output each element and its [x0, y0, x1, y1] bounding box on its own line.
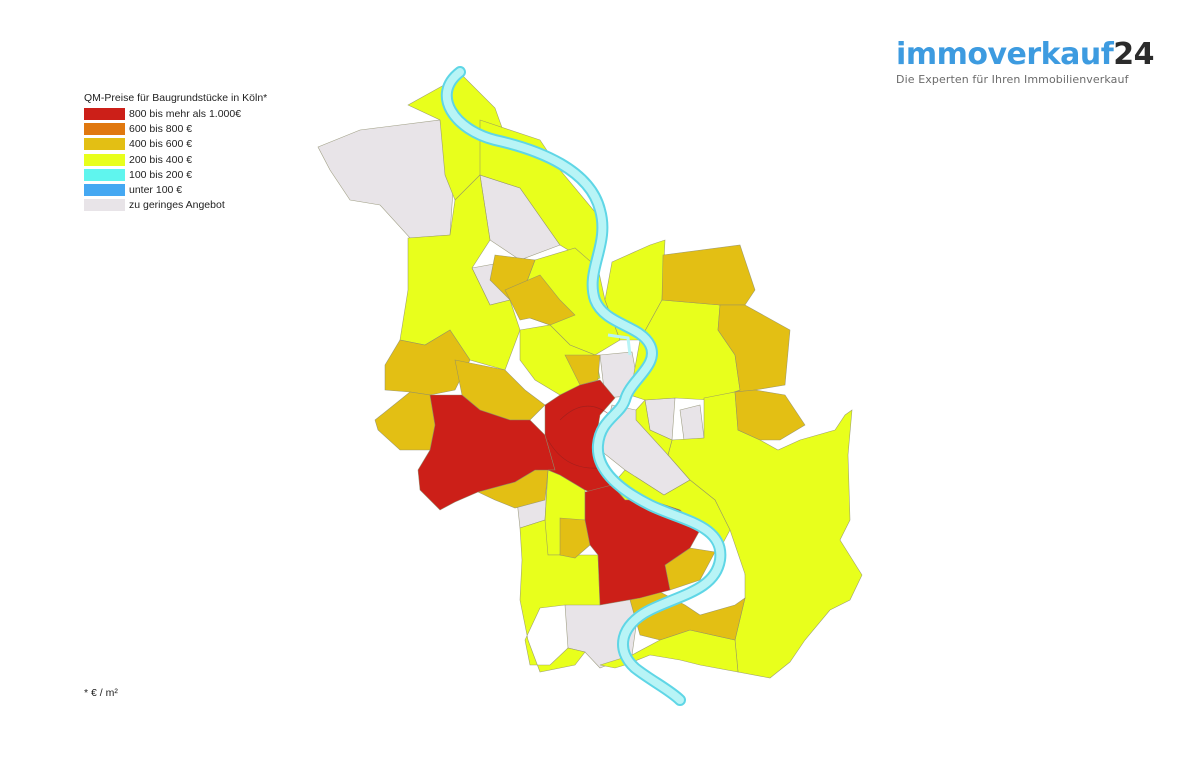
legend-label: 100 bis 200 € [129, 168, 193, 181]
legend-swatch [84, 138, 125, 151]
legend-swatch [84, 199, 125, 212]
inner-city-ring [547, 439, 599, 469]
legend-title: QM-Preise für Baugrundstücke in Köln* [84, 92, 268, 104]
legend-item: 100 bis 200 € [84, 167, 267, 182]
legend-label: unter 100 € [129, 184, 183, 197]
district [504, 274, 576, 326]
district [564, 354, 601, 386]
legend-swatch [84, 122, 125, 135]
legend-label: 200 bis 400 € [129, 153, 193, 166]
legend-label: 400 bis 600 € [129, 138, 193, 151]
legend-swatch [84, 107, 125, 120]
district [679, 404, 705, 441]
legend-label: 800 bis mehr als 1.000€ [129, 107, 242, 120]
legend-item: 800 bis mehr als 1.000€ [84, 106, 267, 121]
legend-item: unter 100 € [84, 182, 267, 197]
district [317, 119, 456, 239]
legend-swatch [84, 153, 125, 166]
legend-label: 600 bis 800 € [129, 122, 193, 135]
district [374, 391, 436, 451]
legend-item: 200 bis 400 € [84, 152, 267, 167]
logo-brand: immoverkauf [896, 37, 1114, 72]
logo-wordmark: immoverkauf24 [896, 40, 1154, 70]
district [559, 517, 591, 559]
district [417, 394, 556, 511]
legend-swatch [84, 184, 125, 197]
legend-item: zu geringes Angebot [84, 198, 267, 213]
legend-swatch [84, 168, 125, 181]
legend-item: 400 bis 600 € [84, 137, 267, 152]
rhine-river [442, 68, 725, 704]
legend-item: 600 bis 800 € [84, 121, 267, 136]
district [599, 629, 739, 673]
legend-label: zu geringes Angebot [129, 199, 225, 212]
district [635, 399, 673, 456]
unit-footnote: * € / m² [84, 687, 118, 699]
map-legend: QM-Preise für Baugrundstücke in Köln* 80… [84, 92, 267, 213]
inner-city-ring [559, 405, 611, 421]
logo-brand-number: 24 [1113, 37, 1154, 72]
district [661, 244, 756, 306]
district [734, 389, 806, 441]
logo-tagline: Die Experten für Ihren Immobilienverkauf [896, 73, 1129, 86]
logo: immoverkauf24 Die Experten für Ihren Imm… [896, 40, 1154, 87]
harbor-basin [607, 333, 632, 356]
